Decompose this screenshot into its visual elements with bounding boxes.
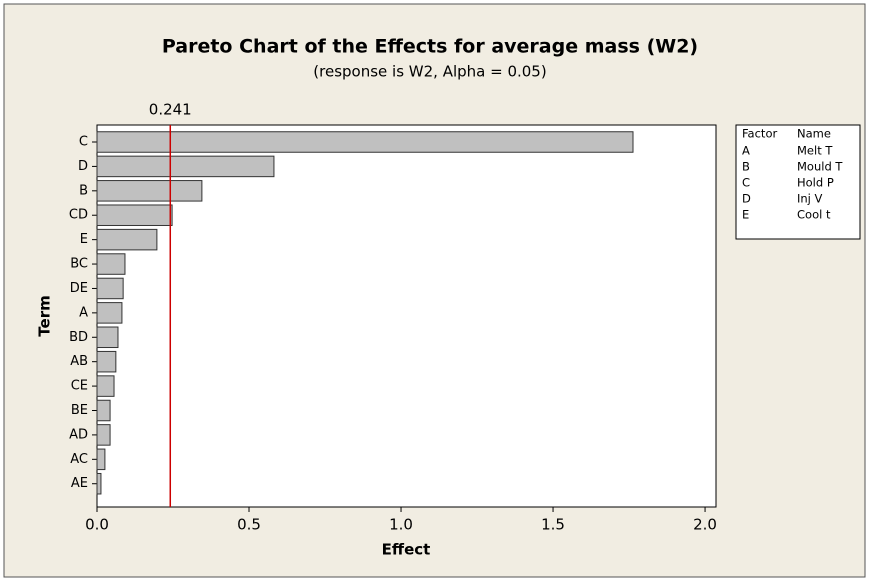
y-tick-label: BC xyxy=(70,257,88,272)
y-tick-label: B xyxy=(79,183,88,198)
legend-box xyxy=(735,124,861,240)
x-tick-label: 0.5 xyxy=(237,516,261,534)
y-axis-label: Term xyxy=(36,295,54,336)
x-axis-label: Effect xyxy=(382,541,431,559)
bar xyxy=(96,228,158,251)
legend-cell: B xyxy=(742,160,750,174)
y-tick-label: AB xyxy=(70,354,88,369)
legend-cell: Inj V xyxy=(797,192,823,206)
bar xyxy=(96,350,117,373)
reference-label: 0.241 xyxy=(149,101,192,119)
x-tick-label: 1.5 xyxy=(541,516,565,534)
bar xyxy=(96,302,123,324)
y-tick-label: CD xyxy=(69,208,88,223)
y-tick-label: C xyxy=(79,135,88,150)
legend-cell: E xyxy=(742,208,749,222)
x-tick-label: 1.0 xyxy=(389,516,413,534)
bar xyxy=(96,424,111,446)
bar xyxy=(96,399,111,422)
legend-header: Factor xyxy=(742,127,777,141)
chart-subtitle: (response is W2, Alpha = 0.05) xyxy=(313,63,546,81)
bar xyxy=(96,375,115,397)
legend-cell: Mould T xyxy=(797,160,843,174)
y-tick-label: BD xyxy=(69,330,88,345)
legend-cell: A xyxy=(742,144,750,158)
y-tick-label: AE xyxy=(71,476,88,491)
y-tick-label: D xyxy=(78,159,88,174)
bar xyxy=(96,277,124,300)
legend-header: Name xyxy=(797,127,831,141)
bar xyxy=(96,180,203,202)
legend-cell: Melt T xyxy=(797,144,833,158)
y-tick-label: AC xyxy=(70,452,88,467)
x-tick-label: 0.0 xyxy=(85,516,109,534)
bar xyxy=(96,131,634,153)
y-tick-label: AD xyxy=(69,427,88,442)
bar xyxy=(96,326,119,349)
y-tick-label: BE xyxy=(71,403,88,418)
legend-cell: D xyxy=(742,192,751,206)
y-tick-label: DE xyxy=(70,281,88,296)
y-tick-label: E xyxy=(80,232,88,247)
y-tick-label: CE xyxy=(71,379,88,394)
y-tick-label: A xyxy=(79,305,88,320)
chart-title: Pareto Chart of the Effects for average … xyxy=(162,36,698,58)
legend-cell: Hold P xyxy=(797,176,834,190)
x-tick-label: 2.0 xyxy=(693,516,717,534)
legend-cell: Cool t xyxy=(797,208,831,222)
bar xyxy=(96,204,173,226)
legend-cell: C xyxy=(742,176,750,190)
bar xyxy=(96,448,106,471)
bar xyxy=(96,472,102,495)
bar xyxy=(96,253,126,275)
bar xyxy=(96,155,275,178)
